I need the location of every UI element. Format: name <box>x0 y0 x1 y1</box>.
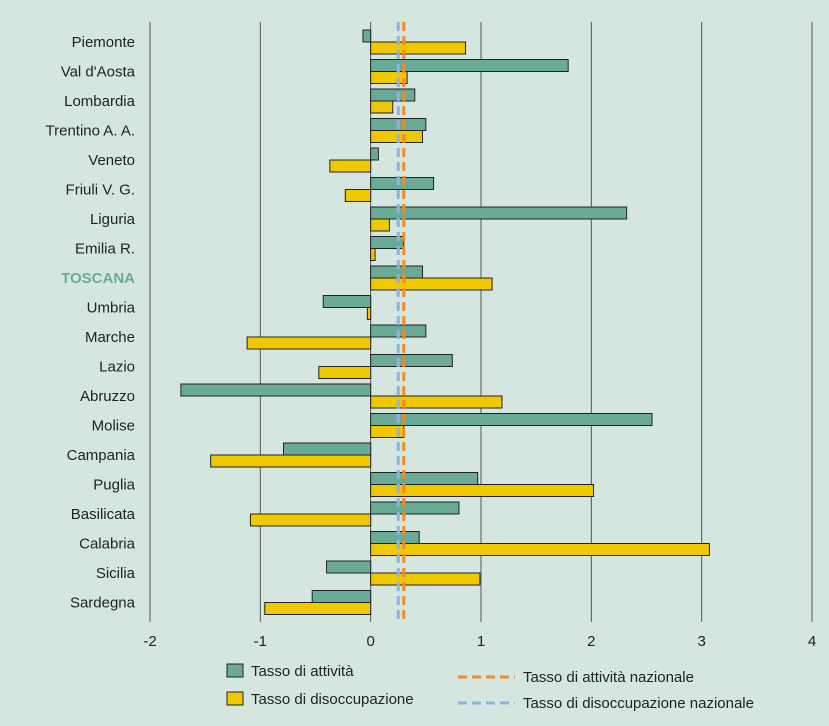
category-label: Campania <box>67 447 136 464</box>
legend-label-unemployment: Tasso di disoccupazione <box>251 691 414 708</box>
bar-activity <box>370 354 453 367</box>
category-label: Umbria <box>87 300 136 317</box>
category-label: Lazio <box>99 359 135 376</box>
bar-unemployment <box>370 41 467 55</box>
bar-activity <box>322 295 372 308</box>
category-label: TOSCANA <box>61 270 135 287</box>
bar-unemployment <box>370 71 408 84</box>
category-label: Trentino A. A. <box>46 123 136 140</box>
bar-unemployment <box>210 454 372 468</box>
legend-swatch-unemployment <box>226 691 244 706</box>
category-label: Val d'Aosta <box>61 64 136 81</box>
bar-unemployment <box>370 277 493 291</box>
category-label: Basilicata <box>71 506 136 523</box>
bar-activity <box>370 472 479 485</box>
legend-label-activity: Tasso di attività <box>251 663 354 680</box>
category-label: Molise <box>92 418 135 435</box>
bar-unemployment <box>264 602 372 615</box>
bar-unemployment <box>318 366 372 379</box>
bar-unemployment <box>370 543 710 556</box>
bar-activity <box>311 590 372 603</box>
bar-activity <box>362 29 372 43</box>
category-label: Marche <box>85 329 135 346</box>
bar-activity <box>370 413 653 426</box>
category-label: Friuli V. G. <box>66 182 135 199</box>
bar-activity <box>283 442 372 456</box>
category-label: Lombardia <box>64 93 136 110</box>
category-label: Sardegna <box>70 595 136 612</box>
x-tick-label: 4 <box>808 633 816 650</box>
bar-activity <box>370 501 460 515</box>
bar-activity <box>370 177 435 190</box>
bar-unemployment <box>366 307 372 320</box>
bar-unemployment <box>370 130 424 143</box>
bar-unemployment <box>246 336 372 350</box>
bar-activity <box>370 531 420 544</box>
bar-unemployment <box>370 484 595 497</box>
bar-unemployment <box>329 159 372 173</box>
bar-activity <box>370 265 424 279</box>
bar-unemployment <box>370 248 376 261</box>
category-label: Sicilia <box>96 565 136 582</box>
category-label: Abruzzo <box>80 388 135 405</box>
bar-activity <box>326 560 372 574</box>
category-label: Liguria <box>90 211 136 228</box>
bar-activity <box>370 88 416 102</box>
bar-activity <box>370 59 569 72</box>
legend-swatch-activity <box>226 663 244 678</box>
x-tick-label: -1 <box>254 633 267 650</box>
category-label: Piemonte <box>72 34 135 51</box>
bar-activity <box>180 383 372 397</box>
category-label: Puglia <box>93 477 135 494</box>
x-tick-label: 1 <box>477 633 485 650</box>
bar-unemployment <box>344 189 372 202</box>
category-label: Calabria <box>79 536 136 553</box>
bar-unemployment <box>370 395 503 409</box>
bar-unemployment <box>370 572 481 586</box>
x-tick-label: 3 <box>697 633 705 650</box>
x-tick-label: -2 <box>143 633 156 650</box>
x-tick-label: 0 <box>366 633 374 650</box>
bar-activity <box>370 147 379 161</box>
bar-unemployment <box>249 513 372 527</box>
bar-unemployment <box>370 100 394 114</box>
bar-activity <box>370 236 405 249</box>
bar-activity <box>370 206 628 220</box>
category-label: Veneto <box>88 152 135 169</box>
bar-unemployment <box>370 218 390 232</box>
legend-label-activity-national: Tasso di attività nazionale <box>523 669 694 686</box>
category-label: Emilia R. <box>75 241 135 258</box>
legend-label-unemployment-national: Tasso di disoccupazione nazionale <box>523 695 754 712</box>
x-tick-label: 2 <box>587 633 595 650</box>
